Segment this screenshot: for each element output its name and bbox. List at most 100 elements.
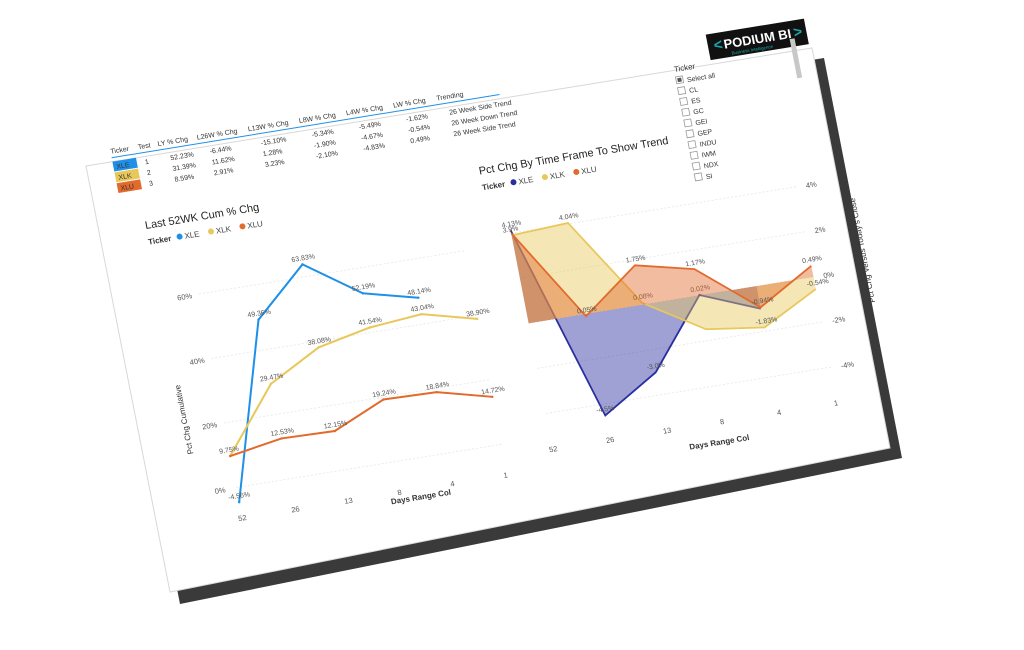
table-cell: 1.28%: [262, 148, 283, 158]
slicer-item-label: GEP: [697, 129, 713, 138]
chart1-data-point: [280, 437, 283, 440]
chart1-data-point: [269, 382, 273, 386]
slicer-checkbox[interactable]: [679, 96, 689, 106]
slicer-item[interactable]: GEI: [683, 116, 708, 129]
chart2-x-tick: 4: [776, 408, 782, 418]
chart1-series-line-xlu: [229, 391, 493, 457]
slicer-item-label: ES: [691, 97, 702, 105]
slicer-item-label: Select all: [687, 73, 717, 84]
chart1-data-label: 29.47%: [259, 373, 284, 384]
table-header-cell: L8W % Chg: [298, 112, 336, 125]
chart2-y-tick: 4%: [805, 179, 818, 190]
chart1-data-label: 19.24%: [372, 388, 397, 399]
legend-marker: [176, 233, 183, 240]
chart2-y-tick: 0%: [823, 270, 836, 281]
slicer-item[interactable]: SI: [693, 171, 713, 183]
chart2-data-label: 0.05%: [576, 306, 597, 316]
slicer-checkbox[interactable]: [685, 129, 695, 139]
slicer-item[interactable]: NDX: [691, 159, 719, 172]
chart1-data-label: 43.04%: [410, 303, 435, 314]
legend-entry: XLE: [184, 229, 201, 240]
slicer-item[interactable]: GC: [681, 106, 705, 118]
table-cell: -2.10%: [315, 150, 338, 160]
slicer-item[interactable]: ES: [679, 95, 702, 107]
chart1-data-point: [317, 346, 320, 349]
chart2-y-tick: -4%: [840, 359, 855, 370]
slicer-item[interactable]: GEP: [685, 127, 713, 140]
slicer-checkbox[interactable]: [689, 150, 699, 160]
chart2-y-tick: 2%: [814, 224, 827, 235]
chart1-data-point: [420, 312, 423, 316]
logo-bracket-right: >: [792, 23, 804, 41]
chart1-legend-title: Ticker: [147, 234, 172, 247]
slicer-item[interactable]: INDU: [687, 137, 717, 150]
slicer-check-mark: [677, 77, 682, 83]
chart1-data-label: 52.19%: [351, 282, 376, 293]
chart1-data-label: 38.90%: [466, 308, 491, 319]
chart2-data-label: -4.5%: [596, 405, 615, 415]
table-cell: 3.23%: [264, 159, 285, 169]
chart1-x-tick: 1: [503, 470, 509, 480]
chart2-gridline: [546, 366, 832, 414]
table-cell: 8.59%: [174, 174, 195, 184]
slicer-item[interactable]: IWM: [689, 148, 717, 161]
chart1-data-point: [333, 429, 336, 433]
chart2-x-tick: 8: [719, 417, 725, 427]
slicer-checkbox[interactable]: [677, 86, 687, 96]
slicer-item-label: CL: [689, 86, 699, 94]
chart1-data-point: [491, 395, 494, 398]
chart2-x-tick: 26: [605, 435, 615, 445]
chart2-series-line-xlk: [511, 221, 817, 331]
slicer-checkbox[interactable]: [687, 140, 697, 149]
table-header-cell: LY % Chg: [157, 136, 189, 148]
slicer-checkbox[interactable]: [691, 161, 701, 171]
chart1-data-label: 49.36%: [247, 309, 272, 320]
chart2-data-label: 1.75%: [625, 255, 646, 265]
chart2-data-label: 4.04%: [558, 212, 579, 222]
chart1-data-label: 63.83%: [291, 253, 316, 264]
chart1-x-tick: 8: [397, 488, 403, 498]
chart2-gridline: [537, 321, 823, 369]
table-cell: 1: [144, 159, 149, 167]
slicer-item[interactable]: Select all: [674, 71, 717, 86]
legend-marker: [573, 169, 580, 175]
chart2-data-label: 3.9%: [502, 225, 519, 234]
chart1-data-label: 12.15%: [323, 420, 348, 431]
chart1-series-line-xlk: [229, 313, 478, 457]
chart2-series-line-xle: [509, 229, 762, 417]
chart1-data-point: [361, 292, 364, 295]
table-cell: -1.62%: [406, 113, 429, 123]
legend-entry: XLU: [580, 165, 597, 176]
chart1-data-label: 38.08%: [307, 336, 332, 347]
table-cell: -6.44%: [209, 145, 232, 155]
slicer-item[interactable]: CL: [677, 85, 699, 97]
slicer-checkbox[interactable]: [693, 172, 703, 182]
chart2-series-area-xlk: [511, 222, 816, 330]
table-cell-ticker: XLK: [118, 173, 133, 182]
slicer-scrollbar[interactable]: [789, 38, 803, 79]
ticker-color-swatch: [116, 179, 143, 194]
chart2-x-tick: 52: [548, 444, 558, 454]
chart2-data-label: 0.08%: [633, 292, 654, 302]
chart1-data-point: [257, 318, 260, 321]
slicer-item-label: NDX: [703, 161, 719, 170]
chart1-y-tick: 20%: [201, 420, 218, 431]
chart1-data-point: [475, 317, 479, 321]
logo-bracket-left: <: [712, 36, 724, 54]
table-cell-ticker: XLU: [120, 183, 135, 192]
chart1-data-label: 12.53%: [270, 427, 295, 438]
legend-marker: [510, 179, 517, 186]
slicer-checkbox[interactable]: [683, 118, 693, 128]
table-header-cell: Test: [137, 142, 151, 151]
chart2-x-tick: 1: [833, 398, 839, 408]
slicer-checkbox[interactable]: [681, 107, 691, 117]
report-canvas: [85, 47, 891, 593]
chart2-data-label: 1.17%: [685, 258, 706, 268]
table-header-cell: L13W % Chg: [247, 120, 289, 133]
logo-background: [705, 18, 809, 61]
chart1-legend: XLE XLK XLU: [176, 219, 264, 241]
slicer-item-label: INDU: [699, 139, 717, 149]
cum-chg-line-chart: Last 52WK Cum % Chg Ticker XLE XLK XLU 0%2…: [144, 202, 509, 524]
chart2-data-label: -3.0%: [646, 362, 665, 372]
